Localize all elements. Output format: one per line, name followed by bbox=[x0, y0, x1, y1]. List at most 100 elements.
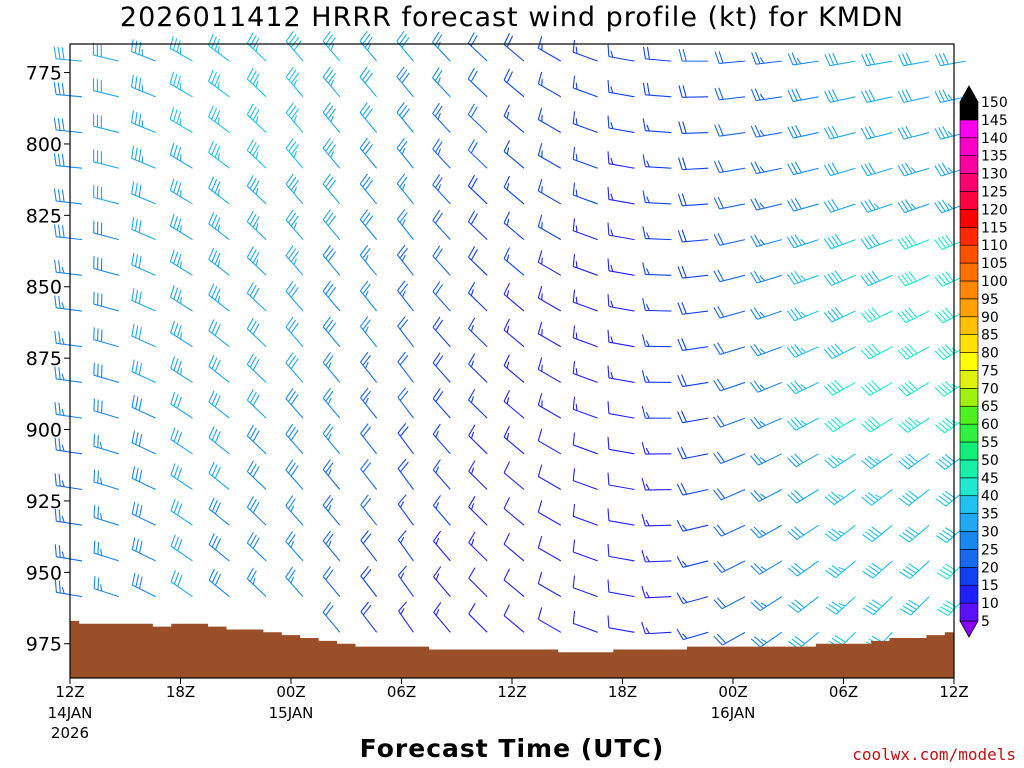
barb-staff bbox=[467, 114, 488, 133]
wind-barb bbox=[713, 233, 746, 246]
x-tick-label: 12Z bbox=[55, 683, 84, 701]
wind-barb bbox=[131, 181, 156, 205]
wind-barb bbox=[503, 175, 525, 205]
barb-feather bbox=[834, 270, 844, 282]
barb-feather bbox=[287, 498, 296, 510]
barb-feather bbox=[827, 236, 836, 248]
barb-feather bbox=[868, 162, 876, 174]
wind-barb bbox=[714, 87, 746, 101]
barb-feather bbox=[61, 118, 65, 131]
barb-staff bbox=[682, 381, 709, 388]
barb-feather bbox=[170, 570, 176, 583]
barb-feather bbox=[134, 289, 139, 303]
barb-feather bbox=[537, 607, 543, 620]
wind-barb bbox=[467, 174, 488, 205]
barb-staff bbox=[246, 221, 267, 241]
barb-feather bbox=[435, 212, 443, 224]
barb-feather bbox=[786, 310, 795, 322]
barb-feather bbox=[285, 138, 294, 149]
barb-feather bbox=[750, 455, 759, 466]
barb-feather bbox=[908, 563, 920, 571]
barb-staff bbox=[131, 264, 156, 276]
wind-barb bbox=[641, 370, 672, 383]
barb-feather bbox=[716, 633, 727, 644]
barb-staff bbox=[830, 167, 856, 177]
barb-staff bbox=[503, 293, 525, 312]
wind-barb bbox=[246, 175, 267, 205]
wind-barb bbox=[503, 318, 525, 348]
barb-feather bbox=[397, 530, 407, 541]
barb-feather bbox=[572, 146, 576, 160]
barb-feather bbox=[901, 495, 913, 504]
barb-staff bbox=[56, 165, 83, 169]
barb-feather bbox=[208, 105, 214, 118]
x-tick-label: 12Z bbox=[939, 683, 968, 701]
barb-feather bbox=[907, 417, 918, 427]
wind-barb bbox=[713, 560, 746, 573]
barb-feather bbox=[138, 469, 143, 482]
barb-half-feather bbox=[759, 202, 765, 209]
barb-feather bbox=[360, 387, 369, 399]
barb-feather bbox=[676, 447, 684, 460]
barb-staff bbox=[56, 58, 83, 62]
wind-barb bbox=[53, 117, 83, 134]
barb-staff bbox=[833, 417, 856, 433]
barb-feather bbox=[131, 537, 136, 550]
colorbar-label: 100 bbox=[981, 274, 1008, 290]
barb-feather bbox=[834, 306, 844, 318]
barb-staff bbox=[396, 147, 414, 169]
barb-feather bbox=[397, 423, 407, 434]
barb-staff bbox=[645, 488, 672, 491]
barb-feather bbox=[834, 379, 844, 390]
barb-feather bbox=[173, 465, 179, 478]
barb-half-feather bbox=[645, 483, 650, 491]
barb-feather bbox=[211, 535, 218, 548]
barb-feather bbox=[173, 429, 179, 442]
barb-staff bbox=[907, 453, 930, 470]
barb-feather bbox=[790, 272, 799, 284]
barb-feather bbox=[327, 322, 337, 334]
barb-staff bbox=[795, 417, 819, 431]
barb-feather bbox=[678, 49, 683, 62]
barb-feather bbox=[572, 325, 576, 338]
wind-barb bbox=[208, 283, 230, 312]
barb-feather bbox=[93, 433, 96, 447]
barb-half-feather bbox=[217, 46, 220, 53]
barb-half-feather bbox=[759, 275, 766, 281]
barb-feather bbox=[681, 193, 687, 206]
wind-barb bbox=[359, 102, 378, 133]
barb-feather bbox=[682, 157, 687, 170]
wind-barb bbox=[285, 566, 304, 597]
barb-feather bbox=[944, 344, 955, 355]
barb-staff bbox=[573, 87, 598, 98]
barb-feather bbox=[904, 419, 915, 429]
wind-barb bbox=[169, 285, 193, 312]
barb-feather bbox=[607, 44, 610, 57]
barb-feather bbox=[285, 280, 294, 292]
barb-feather bbox=[61, 47, 65, 60]
barb-feather bbox=[290, 108, 300, 120]
barb-half-feather bbox=[874, 458, 882, 463]
barb-half-feather bbox=[471, 538, 475, 546]
barb-feather bbox=[214, 217, 221, 229]
wind-barb bbox=[503, 354, 525, 383]
barb-feather bbox=[860, 349, 870, 360]
barb-feather bbox=[676, 483, 684, 496]
barb-feather bbox=[322, 423, 331, 435]
colorbar-lower-arrow bbox=[959, 620, 979, 638]
barb-feather bbox=[400, 461, 409, 473]
barb-staff bbox=[719, 239, 746, 246]
colorbar-swatch bbox=[959, 298, 979, 318]
wind-barb bbox=[468, 603, 488, 633]
wind-barb bbox=[208, 533, 230, 562]
barb-feather bbox=[750, 88, 757, 101]
barb-staff bbox=[645, 237, 672, 241]
barb-feather bbox=[173, 572, 180, 585]
barb-feather bbox=[252, 358, 260, 371]
barb-feather bbox=[939, 532, 950, 541]
barb-staff bbox=[908, 489, 930, 507]
wind-barb bbox=[467, 67, 488, 98]
barb-staff bbox=[682, 274, 709, 279]
barb-feather bbox=[537, 571, 543, 584]
wind-barb bbox=[750, 197, 782, 211]
